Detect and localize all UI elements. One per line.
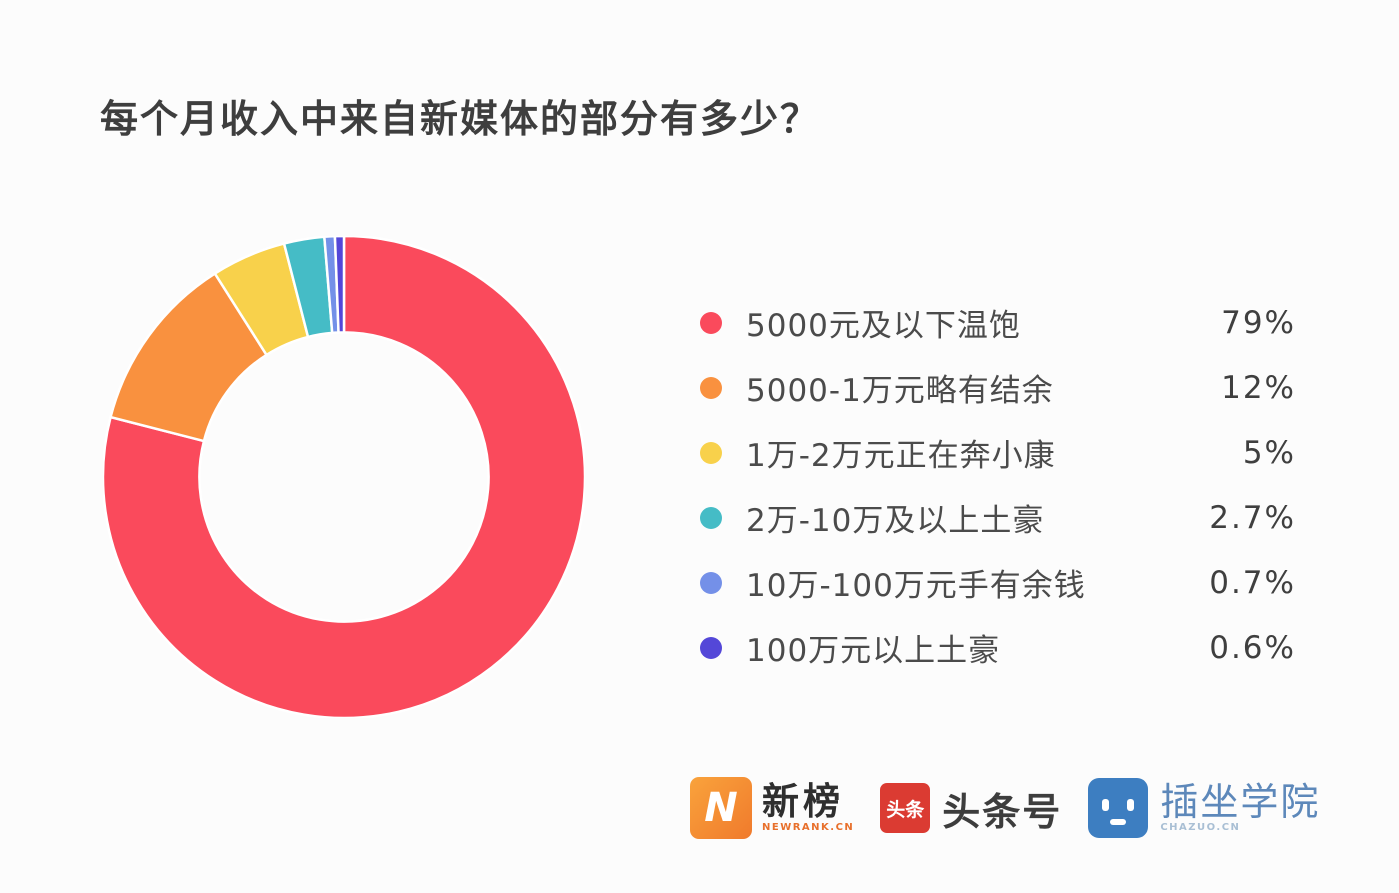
legend-dot-icon [700,376,722,399]
legend-label: 100万元以上土豪 [746,633,1001,669]
legend-label: 10万-100万元手有余钱 [746,568,1086,604]
legend-value: 2.7% [1209,499,1296,536]
sponsor-logos-bar: N 新榜 NEWRANK.CN 头条 头条号 插坐学院 [690,768,1320,848]
legend-label: 1万-2万元正在奔小康 [746,438,1056,474]
legend-row: 2万-10万及以上土豪 2.7% [700,485,1296,550]
legend-dot-icon [700,506,722,529]
newrank-logo: N 新榜 NEWRANK.CN [690,777,854,839]
chazuo-face-icon [1088,778,1148,838]
donut-chart [103,236,585,718]
chazuo-domain: CHAZUO.CN [1160,822,1241,834]
chart-legend: 5000元及以下温饱 79% 5000-1万元略有结余 12% 1万-2万元正在… [700,290,1296,680]
newrank-name: 新榜 [762,780,844,824]
toutiao-name: 头条号 [942,789,1063,834]
legend-dot-icon [700,311,722,334]
donut-chart-svg [103,236,585,718]
legend-label: 2万-10万及以上土豪 [746,503,1045,539]
legend-dot-icon [700,571,722,594]
legend-label: 5000-1万元略有结余 [746,373,1054,409]
legend-label: 5000元及以下温饱 [746,308,1021,344]
legend-value: 5% [1242,434,1296,471]
chazuo-logo-text: 插坐学院 CHAZUO.CN [1160,779,1321,834]
legend-value: 12% [1221,369,1296,406]
legend-row: 5000元及以下温饱 79% [700,290,1296,355]
newrank-logo-icon: N [690,777,752,839]
newrank-badge-letter: N [704,785,738,831]
donut-slice-5 [333,236,346,334]
legend-row: 1万-2万元正在奔小康 5% [700,420,1296,485]
toutiao-logo-icon: 头条 [880,783,931,833]
toutiao-badge-text: 头条 [886,798,925,821]
legend-dot-icon [700,441,722,464]
chazuo-logo-icon [1088,778,1149,838]
newrank-logo-text: 新榜 NEWRANK.CN [762,780,855,833]
chazuo-name: 插坐学院 [1160,779,1321,824]
legend-row: 100万元以上土豪 0.6% [700,615,1296,680]
legend-value: 79% [1221,304,1296,341]
legend-value: 0.7% [1209,564,1296,601]
legend-value: 0.6% [1209,629,1296,666]
chart-title: 每个月收入中来自新媒体的部分有多少？ [100,97,821,141]
legend-row: 10万-100万元手有余钱 0.7% [700,550,1296,615]
donut-slice-0 [103,236,585,718]
chazuo-logo: 插坐学院 CHAZUO.CN [1088,778,1320,838]
newrank-domain: NEWRANK.CN [762,821,855,833]
legend-dot-icon [700,636,722,659]
toutiao-logo: 头条 头条号 [880,781,1062,836]
legend-row: 5000-1万元略有结余 12% [700,355,1296,420]
